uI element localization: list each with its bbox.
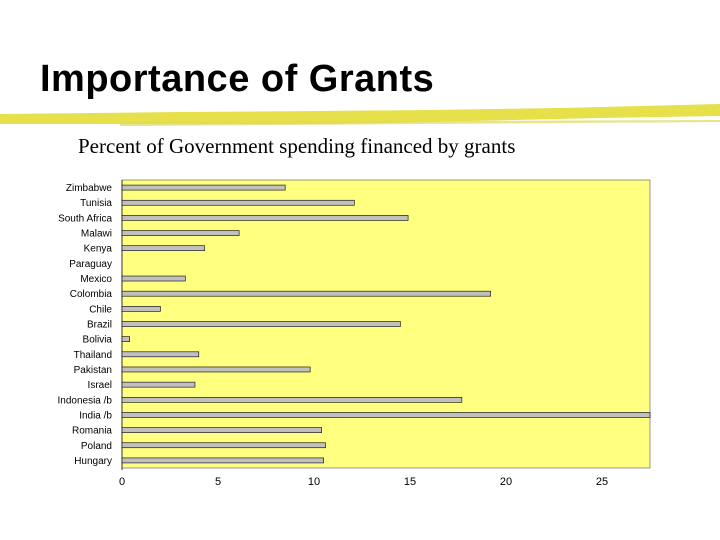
chart-subtitle: Percent of Government spending financed … [78, 134, 516, 158]
title-underline [0, 104, 720, 126]
category-label: Romania [72, 426, 112, 437]
bar [121, 381, 196, 388]
bar [121, 290, 491, 297]
bar [121, 396, 463, 403]
bar [121, 366, 311, 373]
category-label: Tunisia [80, 198, 112, 209]
bar [121, 230, 240, 236]
x-tick-label: 5 [215, 476, 221, 488]
bar [121, 442, 326, 449]
bar [121, 321, 401, 327]
category-label: Malawi [81, 229, 112, 240]
category-label: Chile [89, 304, 112, 315]
bar [121, 336, 130, 342]
bar [121, 184, 286, 191]
category-label: Zimbabwe [66, 183, 113, 194]
bar [121, 457, 324, 464]
bar [121, 245, 205, 252]
bar [121, 427, 322, 433]
category-label: Israel [88, 380, 112, 391]
category-label: Indonesia /b [58, 395, 113, 406]
category-label: Mexico [80, 274, 112, 285]
x-tick-label: 20 [500, 476, 512, 488]
x-tick-label: 0 [119, 476, 125, 488]
category-label: Colombia [70, 289, 113, 300]
x-tick-label: 25 [596, 476, 608, 488]
slide-title: Importance of Grants [40, 58, 435, 100]
category-label: Pakistan [74, 365, 112, 376]
bar [121, 215, 409, 221]
category-label: South Africa [58, 213, 112, 224]
category-label: Bolivia [83, 335, 113, 346]
bar [121, 412, 651, 418]
bar [121, 351, 200, 358]
category-label: India /b [79, 410, 112, 421]
category-label: Kenya [84, 244, 113, 255]
category-label: Paraguay [69, 259, 112, 270]
x-tick-label: 10 [308, 476, 320, 488]
category-label: Brazil [87, 320, 112, 331]
bar [121, 306, 161, 312]
bar-chart: Zimbabwe Tunisia South Africa Malawi Kenya Pa… [58, 179, 651, 488]
category-label: Thailand [74, 350, 112, 361]
bar [121, 275, 186, 282]
category-label: Poland [81, 441, 112, 452]
category-label: Hungary [74, 456, 112, 467]
x-tick-label: 15 [404, 476, 416, 488]
bar [121, 199, 355, 206]
